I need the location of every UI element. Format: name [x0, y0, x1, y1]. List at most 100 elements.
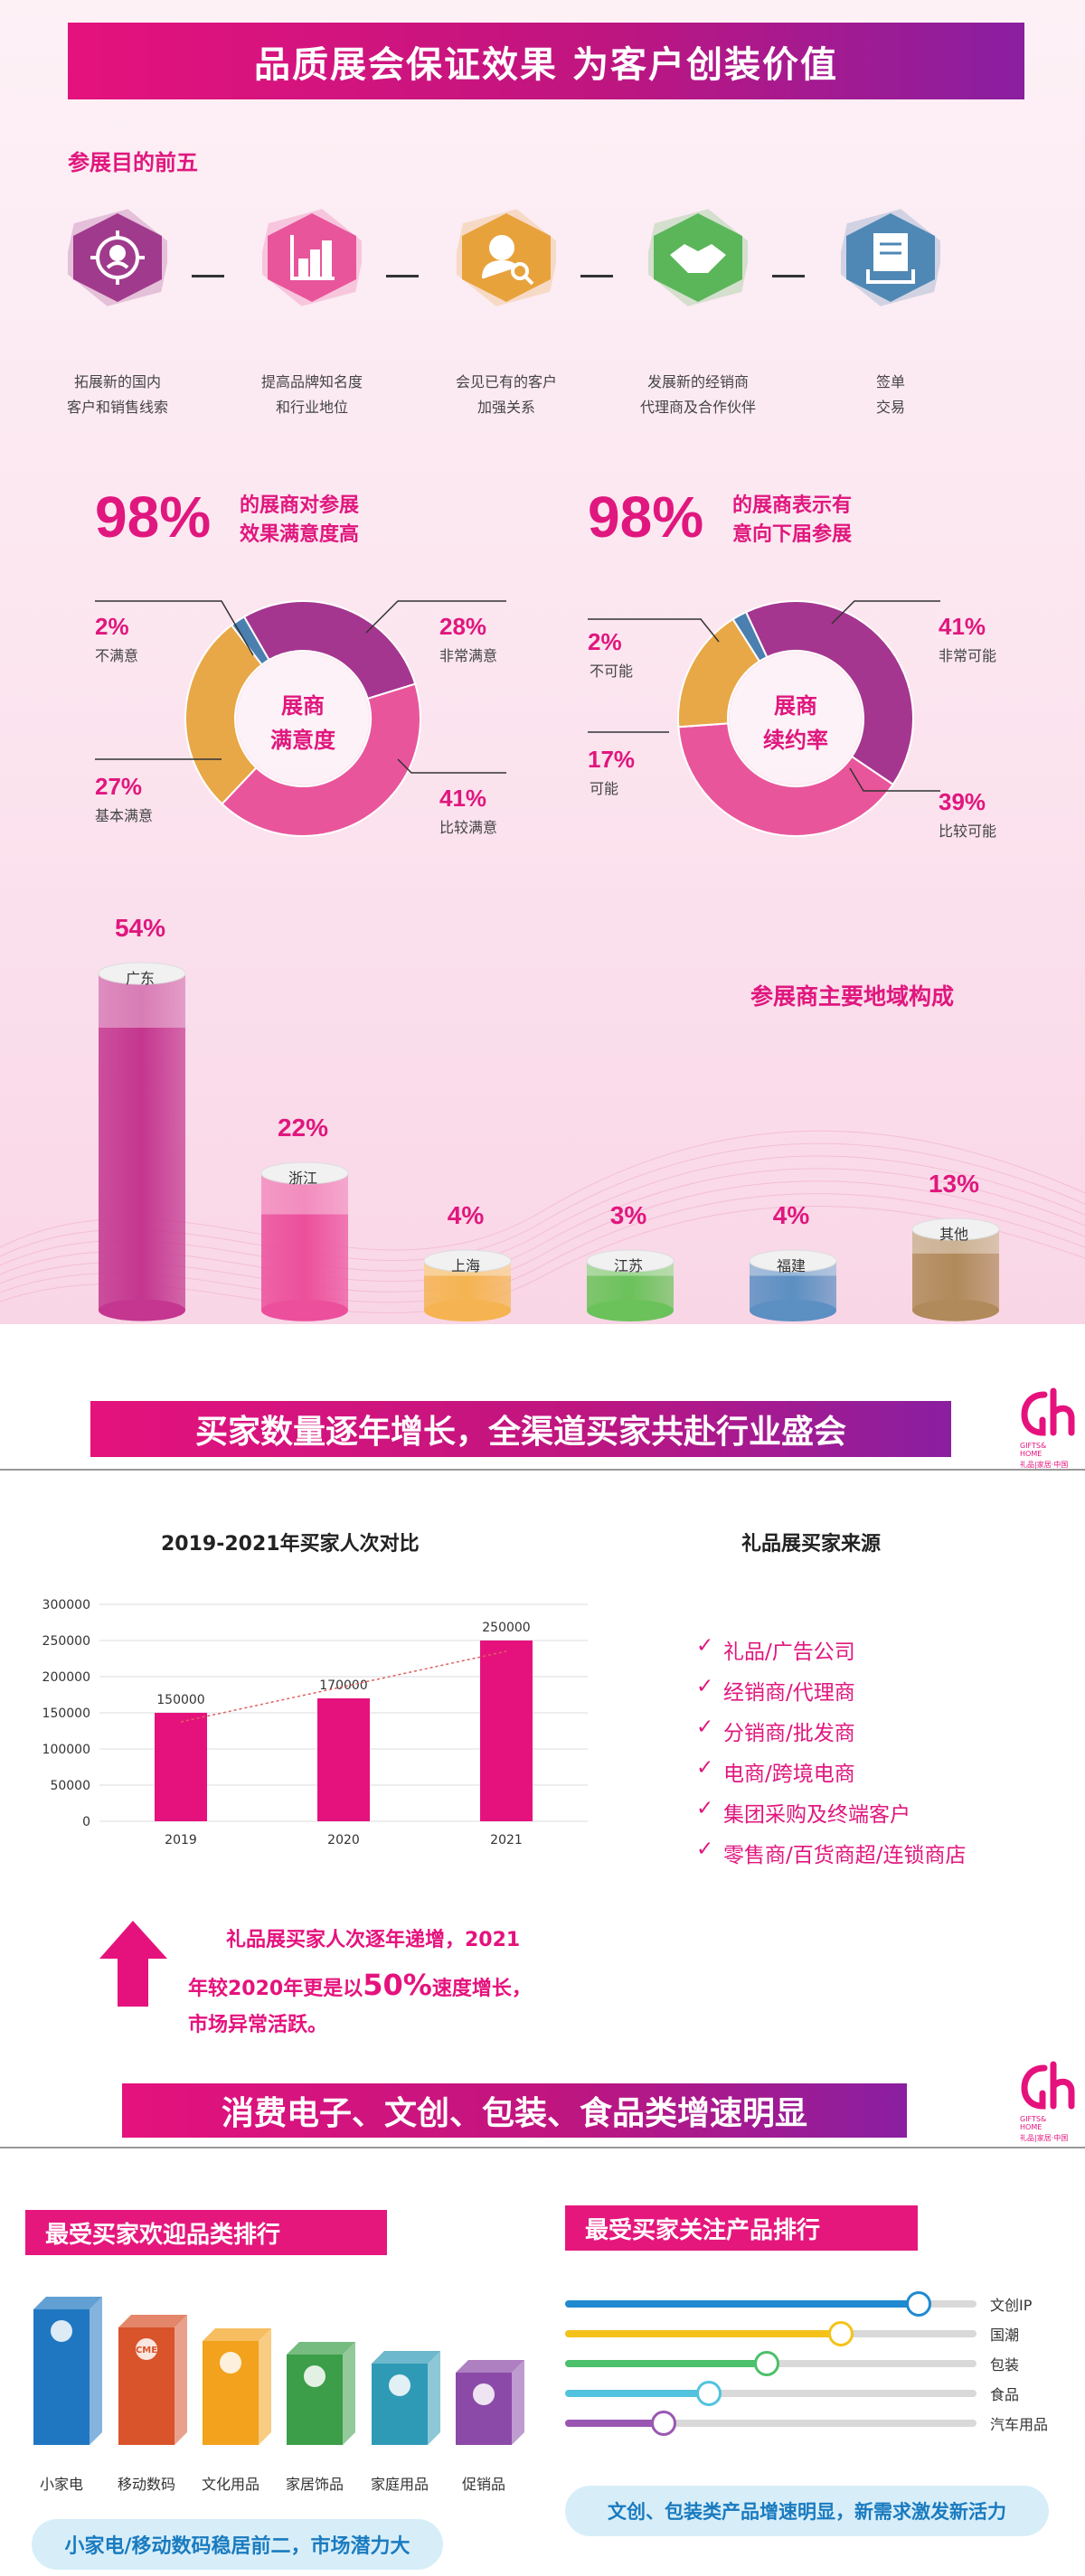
- source-item-0: 礼品/广告公司: [723, 1641, 855, 1664]
- category-block-4: [372, 2351, 440, 2445]
- region-pct-3: 3%: [609, 1201, 647, 1229]
- ren-slice-1-pct: 41%: [939, 613, 986, 640]
- slider-fill-3: [565, 2390, 710, 2397]
- renewal-big-number: 98%: [588, 484, 704, 550]
- document-tray-icon: [866, 233, 915, 284]
- cup-icon[interactable]: [696, 2381, 722, 2406]
- ren-slice-1-label: 非常可能: [939, 647, 997, 664]
- banner-buyers-text: 买家数量逐年增长，全渠道买家共赴行业盛会: [194, 1414, 846, 1451]
- gift-icon: [473, 2383, 495, 2405]
- y-tick-3: 150000: [42, 1706, 90, 1721]
- product-label-4: 汽车用品: [990, 2416, 1049, 2433]
- sat-slice-0-pct: 2%: [95, 613, 129, 640]
- region-pct-5: 13%: [928, 1170, 980, 1199]
- banner-quality-text: 品质展会保证效果 为客户创装价值: [254, 43, 838, 86]
- gh-logo-2-cn: 礼品|家居·中国: [1020, 2134, 1069, 2142]
- region-name-0: 广东: [125, 970, 155, 988]
- section-exhibitor-results: 品质展会保证效果 为客户创装价值 参展目的前五 98% 的展商对参展 效果满意度…: [0, 0, 1085, 1324]
- y-tick-0: 0: [82, 1815, 90, 1829]
- star-icon[interactable]: [827, 2321, 854, 2346]
- y-tick-2: 100000: [42, 1743, 90, 1757]
- purpose-connector-0: [192, 275, 224, 277]
- gh-logo-cn: 礼品|家居·中国: [1020, 1461, 1069, 1469]
- trend-line: [180, 1650, 507, 1723]
- donut1-center-2: 满意度: [270, 728, 336, 753]
- category-label-0: 小家电: [39, 2476, 83, 2493]
- region-pct-0: 54%: [114, 914, 166, 943]
- pen-icon: [220, 2352, 241, 2374]
- purpose-caption-4-line1: 签单: [875, 373, 905, 390]
- person-search-icon: [482, 235, 534, 286]
- ren-slice-3-pct: 17%: [588, 746, 636, 773]
- growth-note-line1: 礼品展买家人次逐年递增，2021: [226, 1929, 521, 1951]
- purpose-caption-4-line2: 交易: [875, 399, 905, 416]
- region-pct-2: 4%: [447, 1201, 485, 1229]
- check-icon-4: ✓: [696, 1797, 714, 1820]
- slider-fill-1: [565, 2330, 841, 2337]
- donut1-slice-0: [230, 616, 270, 666]
- banner-categories-text: 消费电子、文创、包装、食品类增速明显: [221, 2095, 807, 2132]
- region-cylinder-5: [911, 1217, 1000, 1321]
- purpose-connector-2: [580, 275, 613, 277]
- purpose-hex-1: [258, 208, 366, 307]
- bar-label-2: 250000: [482, 1621, 530, 1635]
- growth-note-line3: 市场异常活跃。: [188, 2014, 328, 2036]
- satisfaction-big-number: 98%: [95, 484, 212, 550]
- renewal-leader-lines: [588, 600, 940, 792]
- divider-line: [0, 1469, 1085, 1471]
- right-summary-bubble: 文创、包装类产品增速明显，新需求激发新活力: [565, 2486, 1049, 2536]
- y-tick-6: 300000: [42, 1598, 90, 1612]
- slider-track-3: [565, 2390, 976, 2397]
- bar-chart-title: 2019-2021年买家人次对比: [161, 1533, 420, 1556]
- donut2-slice-0: [731, 610, 769, 663]
- cme-icon: [136, 2338, 157, 2360]
- bag-icon[interactable]: [753, 2351, 779, 2376]
- source-item-4: 集团采购及终端客户: [723, 1803, 910, 1827]
- product-label-0: 文创IP: [990, 2297, 1033, 2314]
- banner-buyers: 买家数量逐年增长，全渠道买家共赴行业盛会: [90, 1401, 951, 1457]
- category-label-1: 移动数码: [117, 2476, 175, 2493]
- handshake-icon: [670, 244, 726, 273]
- copyright-icon[interactable]: [906, 2291, 932, 2317]
- region-cylinder-0: [98, 962, 186, 1321]
- right-ranking-tag-text: 最受买家关注产品排行: [585, 2216, 821, 2244]
- sat-slice-3-label: 基本满意: [95, 807, 154, 824]
- purpose-caption-3-line1: 发展新的经销商: [646, 373, 749, 390]
- cme-icon-text: CME: [136, 2346, 157, 2355]
- bar-2020: [317, 1698, 370, 1821]
- product-label-2: 包装: [990, 2356, 1020, 2374]
- donut2-center-1: 展商: [774, 693, 817, 719]
- source-item-1: 经销商/代理商: [723, 1681, 855, 1705]
- category-label-3: 家居饰品: [285, 2476, 344, 2493]
- slider-fill-2: [565, 2360, 767, 2367]
- ren-slice-0-label: 不可能: [590, 663, 634, 680]
- appliance-icon: [51, 2320, 72, 2342]
- ren-slice-2-label: 比较可能: [939, 823, 997, 840]
- sources-title: 礼品展买家来源: [741, 1533, 882, 1556]
- gh-logo-sub: GIFTS& HOME: [1020, 1442, 1047, 1458]
- x-tick-2: 2021: [490, 1833, 523, 1847]
- donut1-center-1: 展商: [281, 693, 325, 719]
- y-tick-5: 250000: [42, 1634, 90, 1649]
- bar-2019: [155, 1713, 207, 1821]
- product-label-3: 食品: [990, 2386, 1020, 2403]
- satisfaction-desc-1: 的展商对参展: [240, 494, 360, 517]
- banner-quality: 品质展会保证效果 为客户创装价值: [68, 23, 1024, 99]
- left-summary-bubble: 小家电/移动数码稳居前二，市场潜力大: [32, 2519, 443, 2570]
- growth-note-line2b: 速度增长，: [431, 1978, 532, 2000]
- region-cylinder-2: [423, 1249, 512, 1321]
- category-label-2: 文化用品: [201, 2476, 259, 2493]
- gh-logo-2-sub: GIFTS& HOME: [1020, 2115, 1047, 2131]
- sat-slice-0-label: 不满意: [95, 647, 139, 664]
- car-icon[interactable]: [651, 2411, 677, 2436]
- renewal-desc-2: 意向下届参展: [732, 523, 853, 546]
- donut2-center-2: 续约率: [763, 728, 828, 753]
- donut1-slice-1: [242, 600, 417, 700]
- region-name-5: 其他: [939, 1226, 968, 1244]
- check-icon-0: ✓: [696, 1634, 714, 1658]
- category-block-5: [456, 2360, 524, 2445]
- region-pct-4: 4%: [772, 1201, 810, 1229]
- donut2-slice-2: [677, 722, 895, 837]
- target-person-icon: [90, 230, 145, 285]
- purpose-caption-1-line1: 提高品牌知名度: [260, 373, 363, 390]
